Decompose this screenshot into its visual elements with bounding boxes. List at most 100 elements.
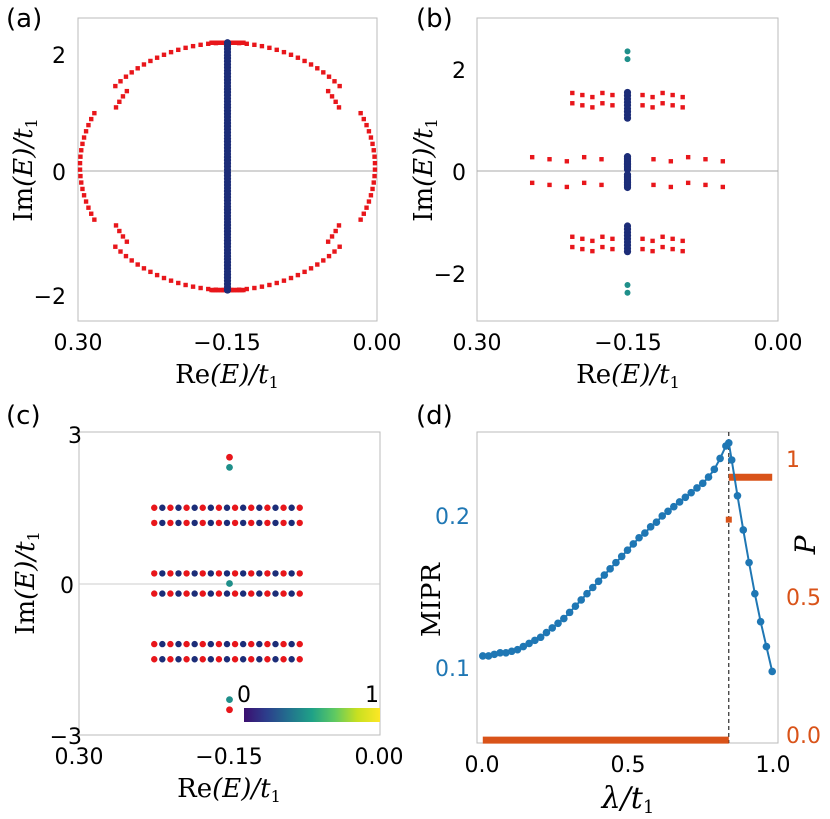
panel-d-xtick: 0.5 xyxy=(611,753,646,778)
red-eigenvalue-point xyxy=(113,223,119,228)
red-eigenvalue-point xyxy=(302,269,307,275)
red-eigenvalue-point xyxy=(308,266,314,271)
red-eigenvalue-point xyxy=(650,238,655,244)
panel-d-right-ytick: 1 xyxy=(786,448,800,473)
red-eigenvalue-point xyxy=(358,110,363,116)
blue-eigenvalue-point xyxy=(623,222,632,230)
panel-c-xlabel: Re(E)/t1 xyxy=(177,774,281,806)
panel-a: (a) 2 0 −2 0.30 −0.15 0.00 Re(E)/t1 Im(E… xyxy=(6,4,401,392)
red-eigenvalue-point xyxy=(640,246,645,252)
eigenvalue-point xyxy=(191,590,198,597)
eigenvalue-point xyxy=(215,656,223,663)
panel-d-right-ylabel: P xyxy=(789,534,822,555)
red-eigenvalue-point xyxy=(267,282,272,288)
red-eigenvalue-point xyxy=(660,101,665,106)
red-eigenvalue-point xyxy=(364,205,369,210)
red-eigenvalue-point xyxy=(79,180,84,185)
eigenvalue-point xyxy=(239,519,247,527)
red-eigenvalue-point xyxy=(590,94,595,100)
red-eigenvalue-point xyxy=(590,238,595,244)
mipr-point xyxy=(484,652,493,660)
panel-d-xtick: 0.0 xyxy=(465,753,500,778)
mipr-point xyxy=(658,512,667,520)
red-eigenvalue-point xyxy=(361,211,366,216)
eigenvalue-point xyxy=(183,640,190,648)
red-eigenvalue-point xyxy=(720,159,726,164)
panel-d-left-ylabel: MIPR xyxy=(417,562,447,637)
red-eigenvalue-point xyxy=(129,258,134,263)
red-eigenvalue-point xyxy=(81,135,87,140)
eigenvalue-point xyxy=(272,570,279,577)
mipr-point xyxy=(554,619,562,628)
eigenvalue-point xyxy=(167,504,174,511)
panel-d-xtick: 1.0 xyxy=(756,753,791,778)
isolated-eigenvalue-point xyxy=(226,580,233,587)
red-eigenvalue-point xyxy=(332,249,337,254)
red-eigenvalue-point xyxy=(77,160,83,166)
red-eigenvalue-point xyxy=(372,167,378,172)
eigenvalue-point xyxy=(248,504,255,511)
mipr-point xyxy=(768,667,777,676)
red-eigenvalue-point xyxy=(670,236,675,242)
red-eigenvalue-point xyxy=(336,105,342,110)
red-eigenvalue-point xyxy=(581,154,587,160)
red-eigenvalue-point xyxy=(259,284,265,289)
panel-b-ytick: 0 xyxy=(452,161,466,186)
panel-a-red-series xyxy=(77,40,378,293)
red-eigenvalue-point xyxy=(206,41,211,46)
panel-c: (c) 0 1 3 0 −3 0.30 −0.15 0.00 Re(E)/t1 … xyxy=(6,401,403,806)
red-eigenvalue-point xyxy=(321,70,326,75)
red-eigenvalue-point xyxy=(118,249,123,254)
red-eigenvalue-point xyxy=(120,234,126,239)
mipr-point xyxy=(698,479,707,488)
red-eigenvalue-point xyxy=(141,62,147,67)
eigenvalue-point xyxy=(256,504,263,511)
red-eigenvalue-point xyxy=(92,217,97,222)
eigenvalue-point xyxy=(167,656,174,663)
red-eigenvalue-point xyxy=(685,180,691,186)
panel-a-xtick: 0.30 xyxy=(54,331,103,356)
eigenvalue-point xyxy=(280,590,287,597)
eigenvalue-point xyxy=(207,640,215,648)
panel-b-xtick: −0.15 xyxy=(594,331,661,356)
red-eigenvalue-point xyxy=(332,79,337,84)
red-eigenvalue-point xyxy=(89,116,94,122)
eigenvalue-point xyxy=(199,640,206,648)
mipr-point xyxy=(762,642,771,651)
red-eigenvalue-point xyxy=(148,58,153,64)
eigenvalue-point xyxy=(256,519,263,527)
red-eigenvalue-point xyxy=(333,99,338,104)
eigenvalue-point xyxy=(256,640,263,648)
isolated-eigenvalue-point xyxy=(226,463,233,471)
mipr-point xyxy=(507,647,516,656)
red-eigenvalue-point xyxy=(660,244,665,250)
panel-d-right-ytick: 0.0 xyxy=(786,724,821,749)
panel-d-right-ytick: 0.5 xyxy=(786,586,821,611)
eigenvalue-point xyxy=(159,590,166,597)
eigenvalue-point xyxy=(175,590,182,597)
eigenvalue-point xyxy=(248,519,255,527)
eigenvalue-point xyxy=(151,504,158,511)
red-eigenvalue-point xyxy=(660,234,665,239)
mipr-point xyxy=(588,583,597,592)
mipr-point xyxy=(606,565,614,573)
colorbar xyxy=(244,708,380,722)
red-eigenvalue-point xyxy=(580,236,585,242)
red-eigenvalue-point xyxy=(660,90,665,96)
red-eigenvalue-point xyxy=(80,186,85,192)
red-eigenvalue-point xyxy=(123,74,129,79)
red-eigenvalue-point xyxy=(198,285,203,291)
mipr-point xyxy=(704,473,713,481)
mipr-point xyxy=(687,488,695,497)
eigenvalue-point xyxy=(151,519,158,527)
red-eigenvalue-point xyxy=(329,94,335,99)
panel-c-ytick: 0 xyxy=(60,574,74,599)
p-outlier-point xyxy=(725,516,732,523)
eigenvalue-point xyxy=(280,640,287,648)
red-eigenvalue-point xyxy=(315,66,320,71)
red-eigenvalue-point xyxy=(281,49,287,55)
red-eigenvalue-point xyxy=(190,43,196,49)
red-eigenvalue-point xyxy=(154,272,160,278)
red-eigenvalue-point xyxy=(570,90,575,96)
p-series xyxy=(482,473,773,744)
